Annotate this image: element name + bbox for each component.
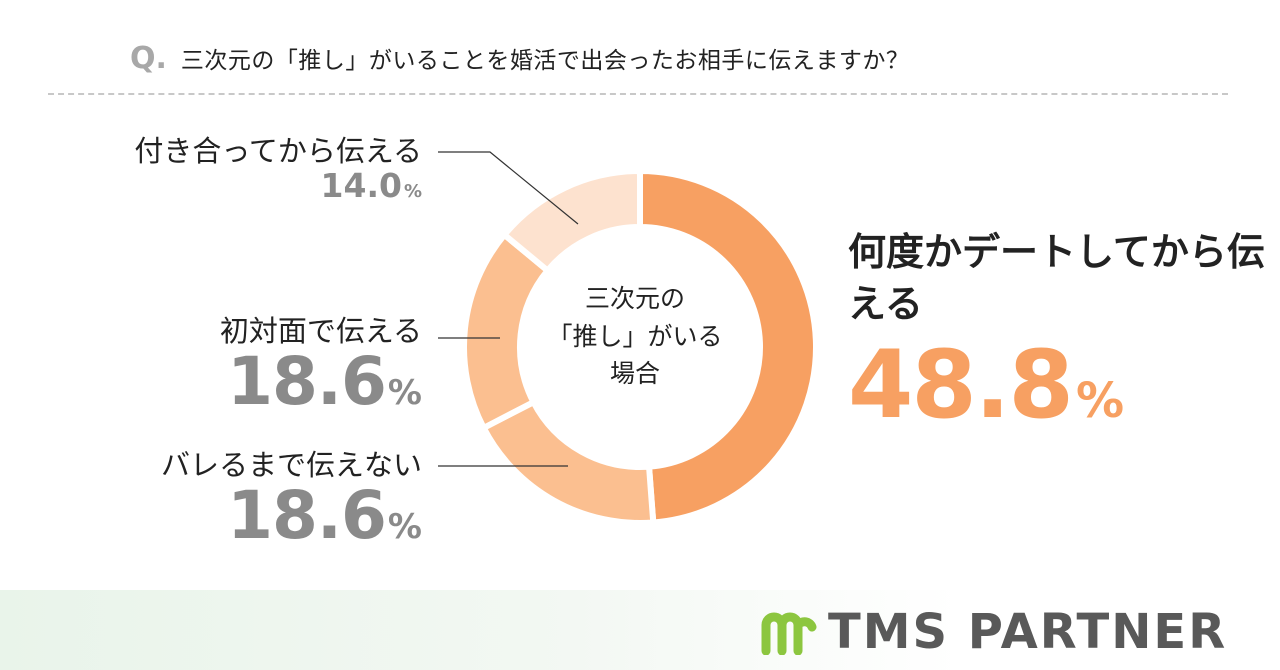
question-mark: Q. [130, 40, 167, 76]
slice-after-dating [501, 168, 643, 274]
question-heading: Q. 三次元の「推し」がいることを婚活で出会ったお相手に伝えますか？ [130, 38, 909, 78]
label-until-found-name: バレるまで伝えない [160, 448, 422, 482]
question-text: 三次元の「推し」がいることを婚活で出会ったお相手に伝えますか？ [180, 48, 910, 74]
center-line-1: 三次元の [584, 284, 685, 313]
center-line-2: 「推し」がいる [547, 321, 723, 351]
label-after-dating: 付き合ってから伝える 14.0% [134, 134, 422, 202]
label-until-found-pct: 18.6% [161, 482, 422, 549]
donut-center-label: 三次元の 「推し」がいる 場合 [530, 280, 740, 393]
label-after-dates-unit: % [1075, 372, 1125, 429]
label-first-meeting-pct: 18.6% [220, 348, 422, 415]
label-after-dating-value: 14.0 [320, 165, 402, 205]
dashed-divider [48, 93, 1228, 95]
label-after-dating-unit: % [403, 180, 422, 202]
brand-logo: TMS PARTNER [760, 600, 1227, 664]
label-first-meeting-name: 初対面で伝える [219, 314, 422, 348]
leader-after-dating [438, 151, 579, 225]
label-after-dates-name: 何度かデートしてから伝える [848, 230, 1265, 327]
label-until-found-unit: % [387, 506, 422, 547]
label-until-found: バレるまで伝えない 18.6% [161, 448, 422, 549]
label-until-found-value: 18.6 [227, 476, 387, 554]
m-logo-icon [761, 612, 817, 655]
brand-name: TMS PARTNER [828, 604, 1228, 660]
label-after-dates: 何度かデートしてから伝える 48.8% [848, 226, 1268, 433]
label-after-dates-value: 48.8 [848, 330, 1074, 440]
label-first-meeting: 初対面で伝える 18.6% [220, 314, 422, 415]
label-after-dating-name: 付き合ってから伝える [134, 134, 422, 168]
center-line-3: 場合 [609, 359, 660, 388]
label-after-dating-pct: 14.0% [134, 169, 422, 202]
label-first-meeting-value: 18.6 [227, 342, 387, 420]
slice-after-dates [637, 168, 819, 526]
label-after-dates-pct: 48.8% [848, 338, 1268, 433]
label-first-meeting-unit: % [387, 372, 422, 413]
footer-band [0, 590, 1280, 670]
slice-until-found [480, 399, 657, 526]
